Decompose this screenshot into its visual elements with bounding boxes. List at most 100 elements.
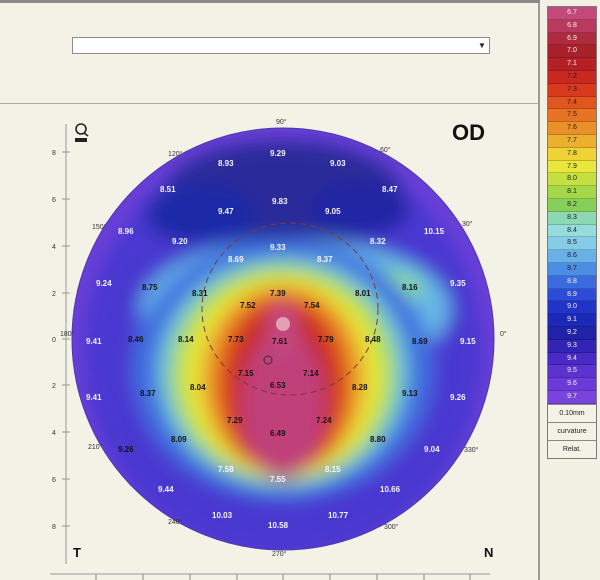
legend-color-cell: 7.6 [548,122,596,135]
angle-label: 330° [464,446,479,454]
legend-color-cell: 6.8 [548,19,596,33]
angle-label: 210° [88,443,103,451]
legend-color-cell: 7.0 [548,45,596,59]
map-value-label: 8.75 [142,283,158,292]
map-value-label: 7.14 [303,369,319,378]
legend-color-cell: 9.4 [548,352,596,366]
map-value-label: 8.31 [192,289,208,298]
eye-label: OD [452,120,485,145]
map-value-label: 9.04 [424,445,440,454]
legend-color-cell: 8.8 [548,275,596,289]
map-value-label: 8.09 [171,435,187,444]
legend-color-cell: 7.2 [548,70,596,84]
map-values: 8.93 9.29 9.03 8.51 9.47 9.83 9.05 8.47 8.96 9.20… [86,149,476,530]
legend-color-cell: 7.3 [548,83,596,97]
legend-color-cell: 6.9 [548,32,596,46]
map-value-label: 8.04 [190,383,206,392]
map-type-dropdown[interactable]: ▼ [72,37,490,54]
legend-color-cell: 7.7 [548,134,596,148]
legend-color-cell: 7.9 [548,160,596,174]
map-value-label: 7.61 [272,337,288,346]
angle-label: 300° [384,523,399,531]
legend-color-cell: 7.4 [548,96,596,110]
map-value-label: 8.93 [218,159,234,168]
legend-color-cell: 8.0 [548,173,596,187]
map-value-label: 8.96 [118,227,134,236]
y-tick-label: 6 [52,197,56,204]
map-value-label: 10.66 [380,485,401,494]
map-value-label: 9.44 [158,485,174,494]
angle-label: 270° [272,550,287,558]
header-divider [0,103,538,104]
legend-color-cell: 9.7 [548,390,596,404]
angle-label: 30° [462,220,473,228]
map-value-label: 9.26 [450,393,466,402]
map-value-label: 7.55 [270,475,286,484]
map-value-label: 8.47 [382,185,398,194]
map-value-label: 7.39 [270,289,286,298]
map-value-label: 7.29 [227,416,243,425]
chevron-down-icon[interactable]: ▼ [478,41,486,50]
map-value-label: 8.32 [370,237,386,246]
x-axis-ticks [50,573,490,580]
map-value-label: 7.58 [218,465,234,474]
map-value-label: 7.24 [316,416,332,425]
legend-color-cell: 8.7 [548,262,596,276]
legend-mode[interactable]: curvature [548,421,596,440]
magnifier-icon[interactable] [74,123,90,143]
angle-label: 90° [276,118,287,126]
legend-color-cell: 8.1 [548,186,596,199]
legend-color-cell: 9.2 [548,326,596,340]
map-value-label: 7.52 [240,301,256,310]
map-value-label: 6.49 [270,429,286,438]
legend-color-cell: 9.0 [548,301,596,315]
map-value-label: 7.54 [304,301,320,310]
legend-color-cell: 9.6 [548,378,596,391]
legend-color-cell: 7.8 [548,147,596,161]
legend-color-cell: 7.5 [548,109,596,123]
legend-type[interactable]: Relat. [548,439,596,458]
map-value-label: 8.51 [160,185,176,194]
map-value-label: 8.80 [370,435,386,444]
legend-color-cell: 9.1 [548,314,596,327]
map-value-label: 7.15 [238,369,254,378]
nasal-label: N [484,545,494,560]
map-value-label: 9.47 [218,207,234,216]
map-value-label: 8.37 [140,389,156,398]
y-tick-label: 6 [52,477,56,484]
map-value-label: 9.83 [272,197,288,206]
angle-label: 120° [168,150,183,158]
pupil-outline [201,222,379,396]
y-tick-label: 2 [52,383,56,390]
map-value-label: 9.24 [96,279,112,288]
angle-label: 150° [92,223,107,231]
map-value-label: 8.16 [402,283,418,292]
map-value-label: 8.37 [317,255,333,264]
angle-label: 60° [380,146,391,154]
color-map [72,128,494,550]
angle-label: 240° [168,518,183,526]
map-value-label: 8.14 [178,335,194,344]
map-value-label: 6.53 [270,381,286,390]
map-value-label: 10.77 [328,511,349,520]
map-value-label: 9.13 [402,389,418,398]
legend-color-cell: 6.7 [548,7,596,20]
map-value-label: 9.41 [86,393,102,402]
map-value-label: 8.15 [325,465,341,474]
y-tick-label: 8 [52,150,56,157]
apex-marker [263,355,273,365]
map-value-label: 10.58 [268,521,289,530]
map-value-label: 8.28 [352,383,368,392]
top-border [0,0,540,3]
y-tick-label: 2 [52,291,56,298]
legend-step: 0.10mm [548,403,596,422]
map-value-label: 9.29 [270,149,286,158]
color-scale-legend: 6.7 6.8 6.9 7.0 7.1 7.2 7.3 7.4 7.5 7.6 7.7 7.8 7.9 8… [547,6,597,459]
map-value-label: 8.48 [365,335,381,344]
y-tick-label: 4 [52,430,56,437]
map-value-label: 9.20 [172,237,188,246]
map-value-label: 9.03 [330,159,346,168]
map-value-label: 8.46 [128,335,144,344]
map-value-label: 9.26 [118,445,134,454]
legend-color-cell: 8.2 [548,198,596,212]
